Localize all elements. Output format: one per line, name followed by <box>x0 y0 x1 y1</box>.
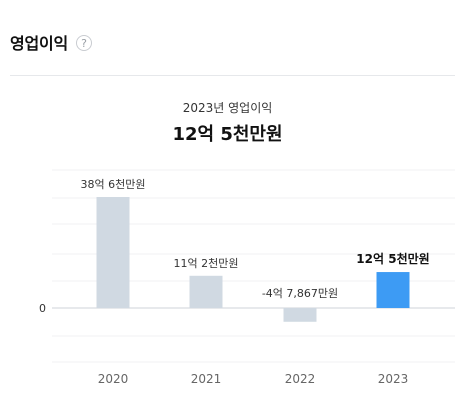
bar-2022[interactable] <box>283 308 317 322</box>
value-label-2023: 12억 5천만원 <box>356 251 429 266</box>
y-axis-zero-label: 0 <box>39 302 46 315</box>
chart-headline: 12억 5천만원 <box>172 124 283 145</box>
section-title: 영업이익 <box>10 34 69 53</box>
bar-2023[interactable] <box>376 272 410 308</box>
x-axis-label-2021: 2021 <box>191 372 222 386</box>
section-header: 영업이익 ? <box>10 30 93 54</box>
help-icon[interactable]: ? <box>76 35 93 51</box>
value-label-2022: -4억 7,867만원 <box>262 287 338 300</box>
divider <box>10 75 455 76</box>
x-axis-label-2020: 2020 <box>98 372 129 386</box>
bar-2021[interactable] <box>189 275 223 308</box>
value-label-2020: 38억 6천만원 <box>81 177 146 191</box>
x-axis-label-2022: 2022 <box>285 372 316 386</box>
chart-subtitle: 2023년 영업이익 <box>182 101 273 115</box>
value-label-2021: 11억 2천만원 <box>174 256 239 270</box>
bar-2020[interactable] <box>96 197 130 308</box>
x-axis-label-2023: 2023 <box>378 372 409 386</box>
